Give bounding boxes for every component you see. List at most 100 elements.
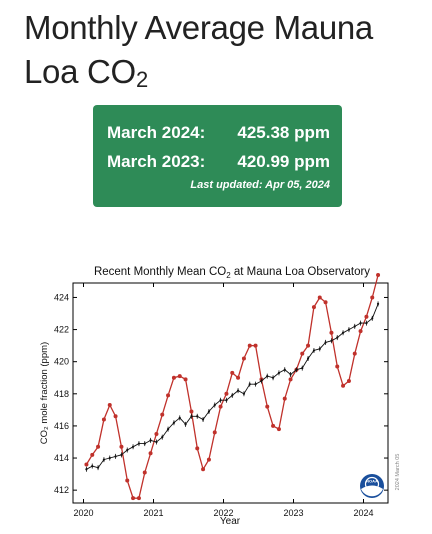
monthly-data-point xyxy=(236,375,241,380)
trend-data-point xyxy=(178,416,181,419)
trend-data-point xyxy=(242,392,246,395)
trend-series-line xyxy=(86,303,379,470)
chart-watermark: 2024 March 05 xyxy=(395,454,401,491)
monthly-data-point xyxy=(189,409,194,414)
current-month-value: 425.38 ppm xyxy=(237,123,330,142)
trend-data-point xyxy=(266,375,269,378)
monthly-data-point xyxy=(247,343,252,348)
trend-data-point xyxy=(347,328,351,331)
monthly-data-point xyxy=(282,396,287,401)
x-tick-label: 2024 xyxy=(353,508,373,518)
co2-chart: Recent Monthly Mean CO2 at Mauna Loa Obs… xyxy=(39,266,401,527)
trend-data-point xyxy=(219,399,222,402)
trend-data-point xyxy=(120,453,123,456)
stats-card: March 2024: 425.38 ppm March 2023: 420.9… xyxy=(93,105,342,207)
y-tick-label: 422 xyxy=(54,325,69,335)
monthly-data-point xyxy=(352,351,357,356)
y-axis-label: CO₂ mole fraction (ppm) xyxy=(39,342,50,444)
noaa-logo-icon: NOAA xyxy=(360,474,384,498)
monthly-data-point xyxy=(306,343,311,348)
monthly-data-point xyxy=(101,417,106,422)
trend-data-point xyxy=(114,455,117,458)
monthly-data-point xyxy=(335,364,340,369)
monthly-data-point xyxy=(136,496,141,501)
monthly-data-point xyxy=(341,383,346,388)
plot-frame xyxy=(72,282,389,504)
trend-data-point xyxy=(213,403,216,407)
x-tick-label: 2023 xyxy=(283,508,303,518)
trend-data-point xyxy=(143,442,146,445)
x-tick-label: 2022 xyxy=(213,508,233,518)
trend-data-point xyxy=(365,322,368,325)
trend-data-point xyxy=(341,331,345,334)
monthly-data-point xyxy=(171,375,176,380)
trend-data-point xyxy=(225,399,228,402)
monthly-data-point xyxy=(113,414,118,419)
y-tick-label: 420 xyxy=(54,357,69,367)
trend-data-point xyxy=(201,418,205,421)
trend-data-point xyxy=(330,339,333,342)
trend-data-point xyxy=(371,317,374,320)
previous-month-value: 420.99 ppm xyxy=(237,152,330,171)
monthly-data-point xyxy=(201,467,206,472)
trend-data-point xyxy=(85,468,88,471)
current-month-label: March 2024: xyxy=(107,123,206,142)
x-tick-label: 2021 xyxy=(143,508,163,518)
trend-data-point xyxy=(166,428,170,431)
monthly-data-point xyxy=(125,478,130,483)
y-tick-label: 412 xyxy=(54,485,69,495)
last-updated-text: Last updated: Apr 05, 2024 xyxy=(190,179,330,191)
trend-data-point xyxy=(190,415,193,418)
trend-data-point xyxy=(271,376,275,379)
monthly-data-point xyxy=(177,374,182,379)
trend-data-point xyxy=(102,458,106,461)
trend-data-point xyxy=(248,383,251,386)
trend-data-point xyxy=(289,373,292,376)
chart-title-prefix: Recent Monthly Mean CO xyxy=(94,266,226,278)
trend-data-point xyxy=(184,423,187,426)
monthly-data-point xyxy=(212,430,217,435)
monthly-data-point xyxy=(276,427,281,432)
trend-data-point xyxy=(312,349,316,352)
monthly-data-point xyxy=(195,446,200,451)
trend-data-point xyxy=(196,415,199,418)
monthly-data-point xyxy=(96,444,101,449)
monthly-data-point xyxy=(323,300,328,305)
monthly-data-point xyxy=(300,351,305,356)
monthly-data-point xyxy=(241,356,246,361)
monthly-data-point xyxy=(370,295,375,300)
monthly-data-point xyxy=(160,412,165,417)
monthly-data-point xyxy=(253,343,258,348)
monthly-data-point xyxy=(311,305,316,310)
trend-data-point xyxy=(254,383,257,386)
trend-data-point xyxy=(149,439,152,442)
trend-data-point xyxy=(161,436,164,439)
page-title-text: Monthly Average Mauna Loa CO xyxy=(24,9,373,90)
monthly-data-point xyxy=(84,462,89,467)
monthly-data-point xyxy=(364,314,369,319)
monthly-data-point xyxy=(119,444,124,449)
monthly-data-point xyxy=(230,370,235,375)
monthly-data-point xyxy=(90,452,95,457)
trend-data-point xyxy=(172,421,176,424)
monthly-data-point xyxy=(206,457,211,462)
monthly-data-point xyxy=(265,404,270,409)
trend-data-point xyxy=(277,371,281,375)
chart-title: Recent Monthly Mean CO2 at Mauna Loa Obs… xyxy=(94,266,370,280)
trend-data-point xyxy=(376,302,380,305)
page-title-subscript: 2 xyxy=(135,67,148,92)
monthly-data-point xyxy=(142,470,147,475)
series-layer xyxy=(84,272,381,501)
monthly-data-point xyxy=(166,393,171,398)
trend-data-point xyxy=(301,367,304,370)
trend-data-point xyxy=(137,442,141,445)
trend-data-point xyxy=(131,445,135,448)
monthly-data-point xyxy=(346,378,351,383)
trend-data-point xyxy=(324,341,327,344)
chart-title-subscript: 2 xyxy=(226,271,231,280)
trend-data-point xyxy=(207,410,211,413)
y-tick-label: 414 xyxy=(54,453,69,463)
monthly-data-point xyxy=(154,431,159,436)
monthly-data-point xyxy=(148,451,153,456)
y-tick-label: 416 xyxy=(54,421,69,431)
